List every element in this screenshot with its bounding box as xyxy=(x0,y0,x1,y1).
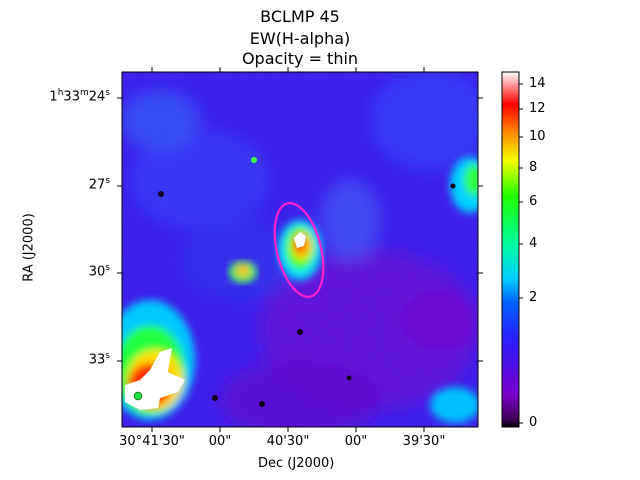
x-tick-label: 00" xyxy=(208,434,232,449)
colorbar-tick-label: 10 xyxy=(529,129,546,144)
x-axis-label: Dec (J2000) xyxy=(258,456,335,471)
colorbar-tick-label: 12 xyxy=(529,101,546,116)
emission-map xyxy=(122,72,478,427)
colorbar-tick-label: 6 xyxy=(529,194,538,209)
colorbar-tick-label: 2 xyxy=(529,290,538,305)
x-tick-label: 40'30" xyxy=(266,434,310,449)
chart-title-line-1: BCLMP 45 xyxy=(260,7,340,26)
chart-title-line-2: EW(H-alpha) xyxy=(249,29,351,48)
x-tick-label: 00" xyxy=(344,434,368,449)
x-tick-label: 39'30" xyxy=(402,434,446,449)
y-tick-label: 33s xyxy=(88,351,110,368)
colorbar-tick-label: 8 xyxy=(529,160,538,175)
tick-marks xyxy=(117,67,483,432)
aperture-ellipse xyxy=(273,202,325,298)
colorbar xyxy=(501,71,520,428)
y-tick-label: 27s xyxy=(88,176,110,193)
colorbar-tick-label: 14 xyxy=(529,76,546,91)
chart-title-line-3: Opacity = thin xyxy=(241,49,359,68)
x-tick-label: 30°41'30" xyxy=(119,434,185,449)
colorbar-tick-label: 4 xyxy=(529,236,538,251)
colorbar-tick-label: 0 xyxy=(529,415,538,430)
plot-frame xyxy=(121,71,479,428)
y-axis-label: RA (J2000) xyxy=(21,213,37,282)
y-tick-label: 1h33m24s xyxy=(49,88,110,105)
colorbar-ticks xyxy=(519,83,523,424)
y-tick-label: 30s xyxy=(88,263,110,280)
